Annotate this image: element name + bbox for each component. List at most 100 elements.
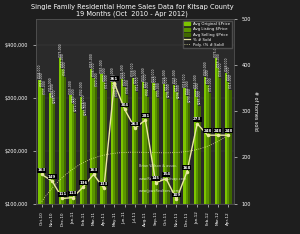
Bar [116, 98, 118, 234]
Bar [84, 117, 87, 234]
Text: 163: 163 [89, 168, 98, 172]
Bar [204, 77, 206, 234]
Text: $285,000: $285,000 [197, 90, 202, 104]
Bar [144, 89, 146, 234]
Bar [146, 97, 149, 234]
Text: 111: 111 [58, 192, 67, 196]
Bar [40, 88, 43, 234]
Text: 113: 113 [69, 191, 77, 195]
Legend: Avg Original $Price, Avg Listing $Price, Avg Selling $Price, % # Sold, Poly. (% : Avg Original $Price, Avg Listing $Price,… [183, 21, 232, 48]
Bar [103, 82, 105, 234]
Text: $334,000: $334,000 [38, 64, 41, 78]
Bar [154, 91, 157, 234]
Text: $320,000: $320,000 [94, 71, 98, 86]
Text: $310,000: $310,000 [48, 77, 52, 91]
Text: 281: 281 [141, 114, 149, 118]
Text: $356,000: $356,000 [216, 52, 220, 67]
Bar [198, 106, 201, 234]
Bar [111, 82, 113, 234]
Bar [113, 89, 116, 234]
Bar [152, 83, 154, 234]
Text: $302,000: $302,000 [146, 81, 150, 95]
Bar [134, 85, 136, 234]
Text: $300,000: $300,000 [156, 82, 160, 96]
Bar [227, 82, 230, 234]
Text: $296,000: $296,000 [177, 84, 181, 99]
Text: 133: 133 [100, 182, 108, 186]
Bar [51, 99, 53, 234]
Bar [163, 84, 165, 234]
Text: $304,000: $304,000 [185, 80, 189, 94]
Text: 109: 109 [172, 193, 181, 197]
Bar [95, 87, 97, 234]
Text: $338,000: $338,000 [218, 62, 222, 76]
Text: $317,000: $317,000 [143, 73, 147, 87]
Bar [72, 104, 74, 234]
Text: 163: 163 [38, 168, 46, 172]
Text: $298,000: $298,000 [167, 83, 170, 97]
Text: $355,000: $355,000 [60, 53, 64, 67]
Text: $302,000: $302,000 [79, 81, 83, 95]
Text: $330,000: $330,000 [102, 66, 106, 80]
Text: $315,000: $315,000 [229, 74, 232, 88]
Text: $316,000: $316,000 [112, 73, 116, 88]
Bar [69, 95, 72, 234]
Text: $299,000: $299,000 [50, 82, 54, 97]
Text: $328,000: $328,000 [152, 67, 155, 82]
Bar [90, 69, 92, 234]
Bar [188, 103, 190, 234]
Bar [132, 78, 134, 234]
Text: 149: 149 [48, 175, 56, 179]
Bar [92, 78, 95, 234]
Bar [157, 98, 159, 234]
Text: 361: 361 [110, 77, 118, 81]
Text: $318,000: $318,000 [183, 72, 187, 87]
Text: $335,000: $335,000 [120, 63, 124, 78]
Bar [100, 74, 103, 234]
Bar [142, 82, 144, 234]
Bar [217, 68, 219, 234]
Bar [230, 90, 232, 234]
Text: $331,000: $331,000 [226, 66, 230, 80]
Text: $330,000: $330,000 [141, 66, 145, 80]
Bar [186, 96, 188, 234]
Bar [43, 95, 45, 234]
Bar [74, 113, 76, 234]
Bar [194, 89, 196, 234]
Text: 273: 273 [193, 117, 201, 121]
Text: 248: 248 [224, 129, 232, 133]
Text: 263: 263 [131, 122, 139, 126]
Text: $375,000: $375,000 [58, 42, 62, 57]
Text: Brian Wilson & assoc.: Brian Wilson & assoc. [139, 164, 177, 168]
Text: $375,000: $375,000 [214, 42, 218, 57]
Text: $325,000: $325,000 [206, 69, 210, 83]
Text: $355,000: $355,000 [89, 53, 93, 67]
Text: $325,000: $325,000 [172, 69, 176, 83]
Text: $289,000: $289,000 [71, 88, 75, 102]
Text: $338,000: $338,000 [131, 62, 135, 76]
Text: 19 Months (Oct  2010 - Apr 2012): 19 Months (Oct 2010 - Apr 2012) [76, 11, 188, 17]
Y-axis label: # of homes sold: # of homes sold [253, 91, 258, 131]
Bar [105, 90, 107, 234]
Bar [124, 87, 126, 234]
Bar [121, 80, 124, 234]
Text: $340,000: $340,000 [63, 61, 67, 75]
Text: $314,000: $314,000 [154, 74, 158, 89]
Text: $278,000: $278,000 [81, 93, 85, 108]
Text: $311,000: $311,000 [175, 76, 178, 91]
Text: 248: 248 [214, 129, 222, 133]
Text: $316,000: $316,000 [193, 73, 197, 88]
Bar [196, 97, 198, 234]
Bar [173, 85, 175, 234]
Text: $312,000: $312,000 [164, 76, 168, 90]
Text: $326,000: $326,000 [162, 68, 166, 83]
Bar [206, 85, 209, 234]
Bar [214, 58, 217, 234]
Text: $325,000: $325,000 [133, 69, 137, 83]
Text: 304: 304 [121, 103, 129, 107]
Text: $265,000: $265,000 [83, 100, 87, 115]
Text: $315,000: $315,000 [104, 74, 108, 88]
Text: $290,000: $290,000 [187, 87, 191, 102]
Bar [38, 80, 40, 234]
Bar [219, 78, 221, 234]
